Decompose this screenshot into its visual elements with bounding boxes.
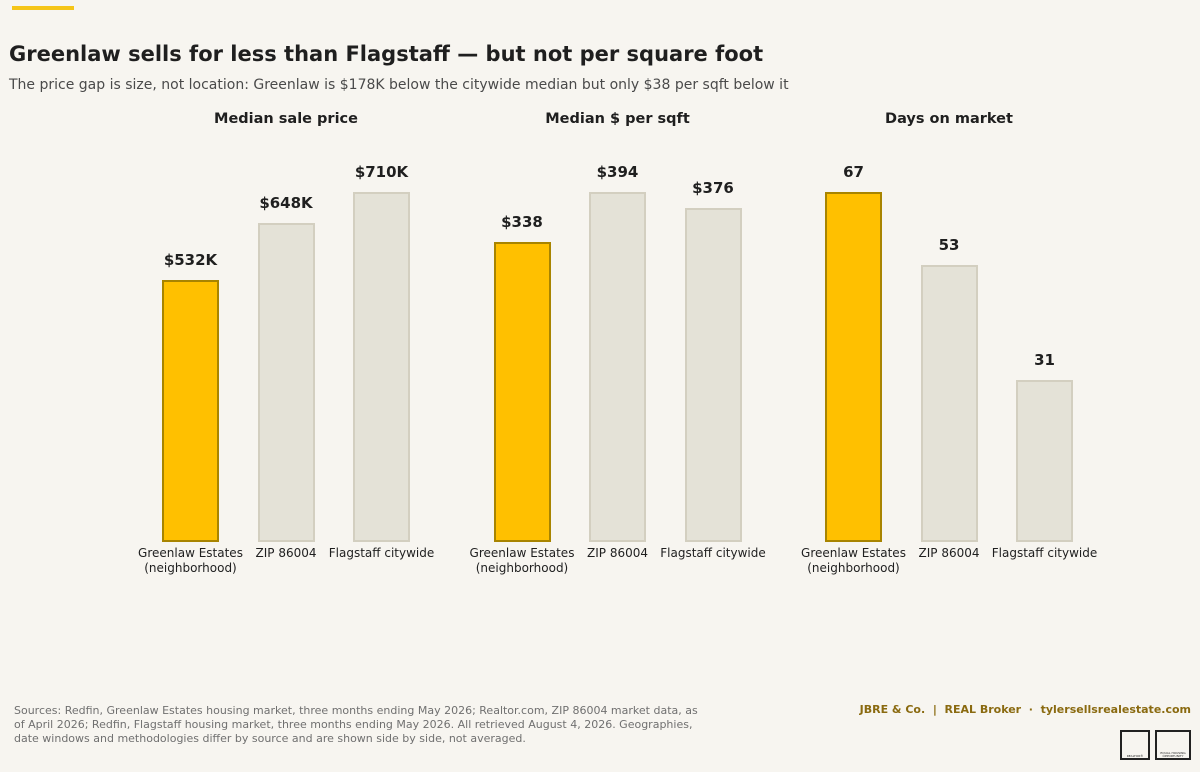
- bar: [920, 265, 978, 542]
- realtor-badge: REALTOR®: [1120, 730, 1150, 760]
- brokerage: REAL Broker: [944, 703, 1022, 716]
- category-label: Flagstaff citywide: [328, 546, 435, 560]
- value-label: 31: [1034, 351, 1055, 370]
- value-label: $532K: [163, 250, 218, 269]
- title: Greenlaw sells for less than Flagstaff —…: [9, 42, 764, 66]
- category-label: ZIP 86004: [587, 546, 648, 560]
- category-label: ZIP 86004: [255, 546, 317, 560]
- value-label: $648K: [259, 193, 313, 212]
- category-label: ZIP 86004: [918, 546, 980, 560]
- panel-title: Days on market: [885, 111, 1013, 127]
- category-label: Greenlaw Estates (neighborhood): [469, 546, 575, 575]
- bar: [825, 192, 882, 542]
- subtitle: The price gap is size, not location: Gre…: [9, 77, 789, 93]
- bar: [493, 241, 551, 542]
- category-label: Flagstaff citywide: [991, 546, 1098, 560]
- panel-title: Median $ per sqft: [545, 111, 690, 127]
- value-label: $376: [692, 178, 734, 197]
- sources: Sources: Redfin, Greenlaw Estates housin…: [14, 704, 698, 745]
- website: tylersellsrealestate.com: [1040, 703, 1191, 716]
- brand-name: JBRE & Co.: [859, 703, 926, 716]
- value-label: $338: [501, 212, 543, 231]
- bar: [353, 192, 410, 542]
- bar: [589, 192, 646, 542]
- value-label: 67: [843, 163, 864, 181]
- equal-housing-badge: EQUAL HOUSING OPPORTUNITY: [1155, 730, 1191, 760]
- category-label: Greenlaw Estates (neighborhood): [801, 546, 906, 575]
- value-label: $710K: [354, 163, 409, 181]
- value-label: $394: [596, 163, 639, 181]
- category-label: Flagstaff citywide: [660, 546, 766, 560]
- bar: [1016, 380, 1073, 542]
- category-label: Greenlaw Estates (neighborhood): [138, 546, 243, 575]
- bar: [162, 279, 219, 542]
- accent-line: [12, 6, 74, 10]
- brand: JBRE & Co. | REAL Broker · tylersellsrea…: [859, 703, 1191, 716]
- bar: [684, 207, 742, 542]
- panel-title: Median sale price: [214, 111, 358, 127]
- value-label: 53: [938, 236, 960, 255]
- bar: [257, 222, 315, 542]
